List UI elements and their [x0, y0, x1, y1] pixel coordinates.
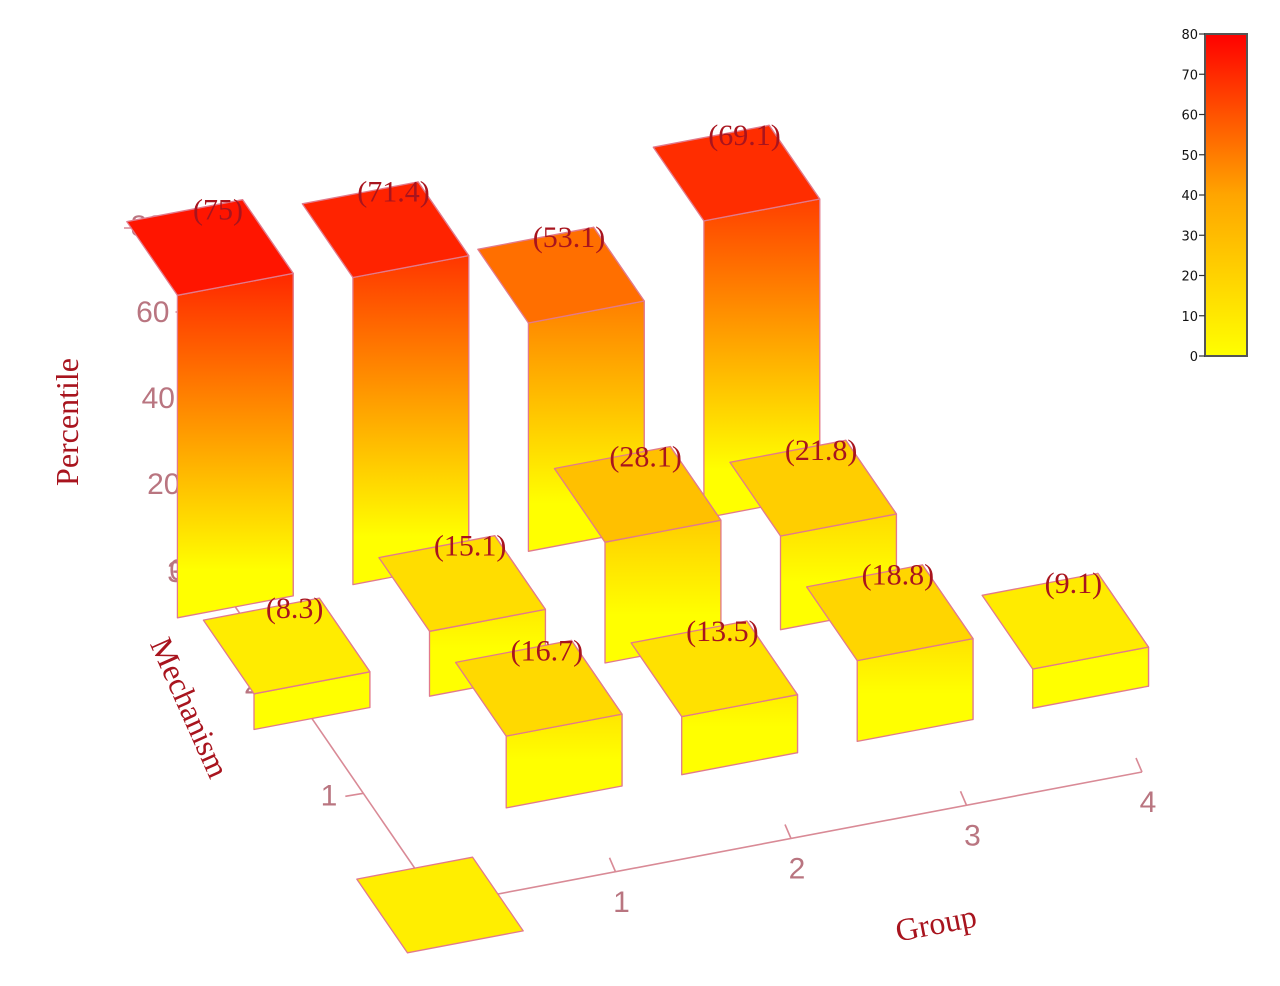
bar-top-face — [202, 597, 371, 695]
bar-g0-m0 — [356, 856, 524, 954]
z-tick-label: 60 — [136, 296, 169, 329]
bar-top-face — [805, 564, 974, 662]
colorbar-tick-label: 50 — [1181, 149, 1198, 164]
bar-g3-m3 — [652, 124, 821, 519]
x-tick-mark — [608, 857, 617, 873]
x-tick-label: 1 — [613, 886, 630, 919]
bar-top-face — [378, 535, 547, 632]
x-tick-mark — [784, 824, 792, 839]
bar-top-face — [729, 439, 898, 537]
value-label-g1-m1: (16.7) — [511, 634, 583, 667]
bars — [126, 124, 1150, 954]
bar-g2-m2 — [553, 445, 722, 664]
bar-top-face — [981, 572, 1150, 670]
x-tick-label: 4 — [1140, 786, 1157, 819]
bar-g3-m1 — [805, 564, 974, 743]
value-label-g0-m3: (75) — [193, 193, 243, 226]
colorbar-tick-label: 20 — [1181, 270, 1198, 285]
value-label-g3-m1: (18.8) — [862, 559, 934, 592]
value-label-g0-m2: (8.3) — [266, 592, 323, 625]
bar-g2-m1 — [630, 620, 799, 776]
x-axis-title: Group — [892, 898, 979, 949]
value-label-g2-m1: (13.5) — [686, 615, 758, 648]
bar-g4-m1 — [981, 572, 1150, 709]
bar-top-face — [652, 124, 821, 222]
colorbar-tick-label: 80 — [1181, 28, 1198, 43]
colorbar-tick-label: 0 — [1190, 350, 1198, 365]
y-axis-title: Mechanism — [143, 632, 237, 783]
bar-g1-m2 — [378, 535, 547, 697]
bar-top-face — [630, 620, 799, 718]
bar-top-face — [126, 199, 294, 296]
colorbar-tick-label: 40 — [1181, 189, 1198, 204]
bar-g0-m3 — [126, 199, 294, 619]
bar-front-face — [176, 272, 294, 619]
bar-top-face — [553, 445, 722, 543]
x-tick-label: 2 — [789, 853, 806, 886]
bar-g1-m3 — [301, 181, 470, 586]
colorbar-tick-label: 70 — [1181, 68, 1198, 83]
bar-g0-m2 — [202, 597, 371, 731]
colorbar-ticks: 0 10 20 30 40 50 60 70 80 — [1181, 28, 1205, 365]
x-tick-label: 3 — [964, 819, 981, 852]
bar-top-face — [477, 226, 645, 324]
z-tick-label: 20 — [147, 468, 180, 501]
value-label-g2-m3: (53.1) — [533, 221, 605, 254]
value-label-g1-m3: (71.4) — [357, 176, 429, 209]
value-label-g4-m1: (9.1) — [1045, 567, 1102, 600]
z-axis-title: Percentile — [49, 358, 85, 486]
value-label-g2-m2: (28.1) — [609, 440, 681, 473]
value-label-g3-m2: (21.8) — [785, 434, 857, 467]
bar-top-face — [301, 181, 470, 279]
x-tick-mark — [959, 790, 968, 806]
bar-g3-m2 — [729, 439, 898, 631]
value-labels: (75) (71.4) (53.1) (69.1) (8.3) (15.1) (28.1) (… — [193, 119, 1102, 667]
bar-base — [356, 856, 524, 954]
bar-g1-m1 — [454, 639, 623, 809]
colorbar-tick-label: 60 — [1181, 109, 1198, 124]
colorbar-gradient — [1204, 33, 1248, 357]
bar-top-face — [454, 639, 623, 737]
x-tick-mark — [1135, 757, 1143, 773]
colorbar-tick-label: 10 — [1181, 310, 1198, 325]
value-label-g3-m3: (69.1) — [708, 119, 780, 152]
value-label-g1-m2: (15.1) — [434, 529, 506, 562]
colorbar: 0 10 20 30 40 50 60 70 80 — [1181, 28, 1248, 365]
colorbar-tick-label: 30 — [1181, 229, 1198, 244]
y-tick-mark — [345, 792, 364, 798]
y-tick-label: 1 — [321, 779, 338, 812]
z-tick-label: 40 — [142, 382, 175, 415]
